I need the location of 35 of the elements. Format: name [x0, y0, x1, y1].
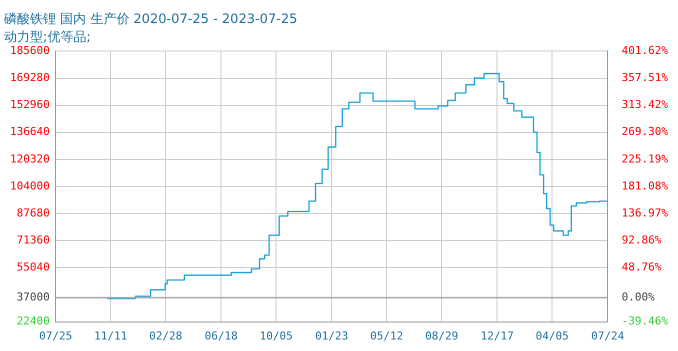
y2-tick-label: 313.42%	[622, 98, 668, 112]
y2-tick-label: 0.00%	[622, 290, 656, 304]
x-tick-label: 07/24	[591, 329, 625, 342]
y2-tick-label: -39.46%	[622, 314, 668, 328]
x-tick-label: 12/17	[480, 329, 514, 342]
y2-tick-label: 181.08%	[622, 179, 668, 192]
y2-tick-label: 48.76%	[622, 260, 662, 274]
y-tick-label: 37000	[16, 290, 50, 304]
y-tick-label: 169280	[10, 71, 50, 84]
x-tick-label: 08/29	[425, 329, 458, 342]
y-tick-label: 87680	[16, 206, 50, 220]
y2-tick-label: 92.86%	[622, 233, 662, 246]
x-tick-label: 11/11	[94, 329, 128, 342]
y2-tick-label: 269.30%	[622, 125, 668, 138]
y2-tick-label: 401.62%	[622, 44, 668, 58]
y-tick-label: 22400	[16, 314, 50, 328]
x-tick-label: 01/23	[315, 329, 348, 342]
x-tick-label: 07/25	[39, 329, 72, 342]
y2-tick-label: 136.97%	[622, 206, 668, 220]
x-tick-label: 02/28	[149, 329, 182, 342]
y2-tick-label: 357.51%	[622, 71, 668, 84]
y2-tick-label: 225.19%	[622, 152, 668, 166]
y-tick-label: 136640	[10, 125, 50, 138]
y-tick-label: 55040	[16, 260, 50, 274]
x-tick-label: 10/05	[260, 329, 293, 342]
y-tick-label: 120320	[10, 152, 50, 166]
x-tick-label: 05/12	[370, 329, 404, 342]
x-tick-label: 06/18	[204, 329, 238, 342]
chart-title: 磷酸铁锂 国内 生产价 2020-07-25 - 2023-07-25	[3, 12, 298, 28]
y-tick-label: 185600	[10, 44, 50, 58]
chart-subtitle: 动力型;优等品;	[4, 30, 91, 45]
y-tick-label: 71360	[16, 233, 50, 246]
x-tick-label: 04/05	[536, 329, 569, 342]
y-tick-label: 152960	[10, 98, 50, 112]
y-tick-label: 104000	[10, 179, 50, 192]
